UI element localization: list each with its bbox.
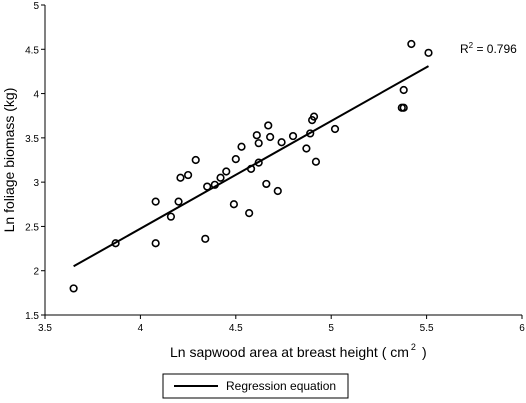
legend: Regression equation xyxy=(162,373,349,399)
x-tick-label: 3.5 xyxy=(38,323,52,334)
y-tick-label: 5 xyxy=(33,1,39,12)
x-axis-title: Ln sapwood area at breast height ( cm 2) xyxy=(170,342,427,360)
data-point xyxy=(288,131,298,141)
data-point xyxy=(273,186,282,196)
data-point xyxy=(254,139,263,148)
data-point xyxy=(407,39,416,49)
data-point xyxy=(111,239,120,248)
data-point xyxy=(184,170,193,180)
data-point xyxy=(174,197,183,206)
data-point xyxy=(245,209,254,218)
data-point xyxy=(237,142,246,151)
data-point xyxy=(264,121,273,130)
regression-line xyxy=(73,65,429,268)
data-point xyxy=(166,212,176,221)
data-point xyxy=(330,124,340,134)
data-point xyxy=(151,197,160,206)
x-tick-label: 6 xyxy=(519,323,525,334)
data-point xyxy=(191,155,200,165)
data-point xyxy=(266,132,275,142)
y-tick-label: 2 xyxy=(33,267,39,278)
data-point xyxy=(399,85,408,95)
data-point xyxy=(302,144,311,153)
data-point xyxy=(311,157,321,166)
data-point xyxy=(252,131,261,140)
y-tick-label: 3 xyxy=(33,178,39,189)
y-tick-label: 3.5 xyxy=(25,134,39,145)
y-tick-label: 4 xyxy=(33,90,39,101)
y-tick-label: 1.5 xyxy=(25,311,39,322)
data-point xyxy=(231,155,240,164)
data-point xyxy=(399,103,408,112)
x-tick-label: 5 xyxy=(328,323,334,334)
axes: 3.5 4 4.5 5 5.5 6 1.5 2 2.5 3 3.5 4 4.5 5 xyxy=(25,1,525,334)
x-tick-label: 4.5 xyxy=(229,323,243,334)
data-point xyxy=(222,167,231,176)
data-point xyxy=(306,129,315,138)
data-point xyxy=(309,112,319,121)
x-tick-label: 4 xyxy=(138,323,144,334)
y-tick-label: 2.5 xyxy=(25,222,39,233)
x-tick-label: 5.5 xyxy=(420,323,434,334)
data-point xyxy=(277,138,286,147)
legend-label: Regression equation xyxy=(226,379,336,393)
data-point xyxy=(151,239,160,248)
data-point xyxy=(69,284,78,293)
data-points xyxy=(69,39,433,293)
r-squared-annotation: R2 = 0.796 xyxy=(460,41,517,56)
data-point xyxy=(262,179,271,189)
y-axis-title: Ln foliage biomass (kg) xyxy=(1,88,17,233)
data-point xyxy=(176,173,185,182)
data-point xyxy=(216,173,225,182)
data-point xyxy=(201,234,210,243)
data-point xyxy=(424,48,433,57)
data-point xyxy=(229,200,238,209)
regression-line-group xyxy=(73,65,429,268)
y-tick-label: 4.5 xyxy=(25,45,39,56)
